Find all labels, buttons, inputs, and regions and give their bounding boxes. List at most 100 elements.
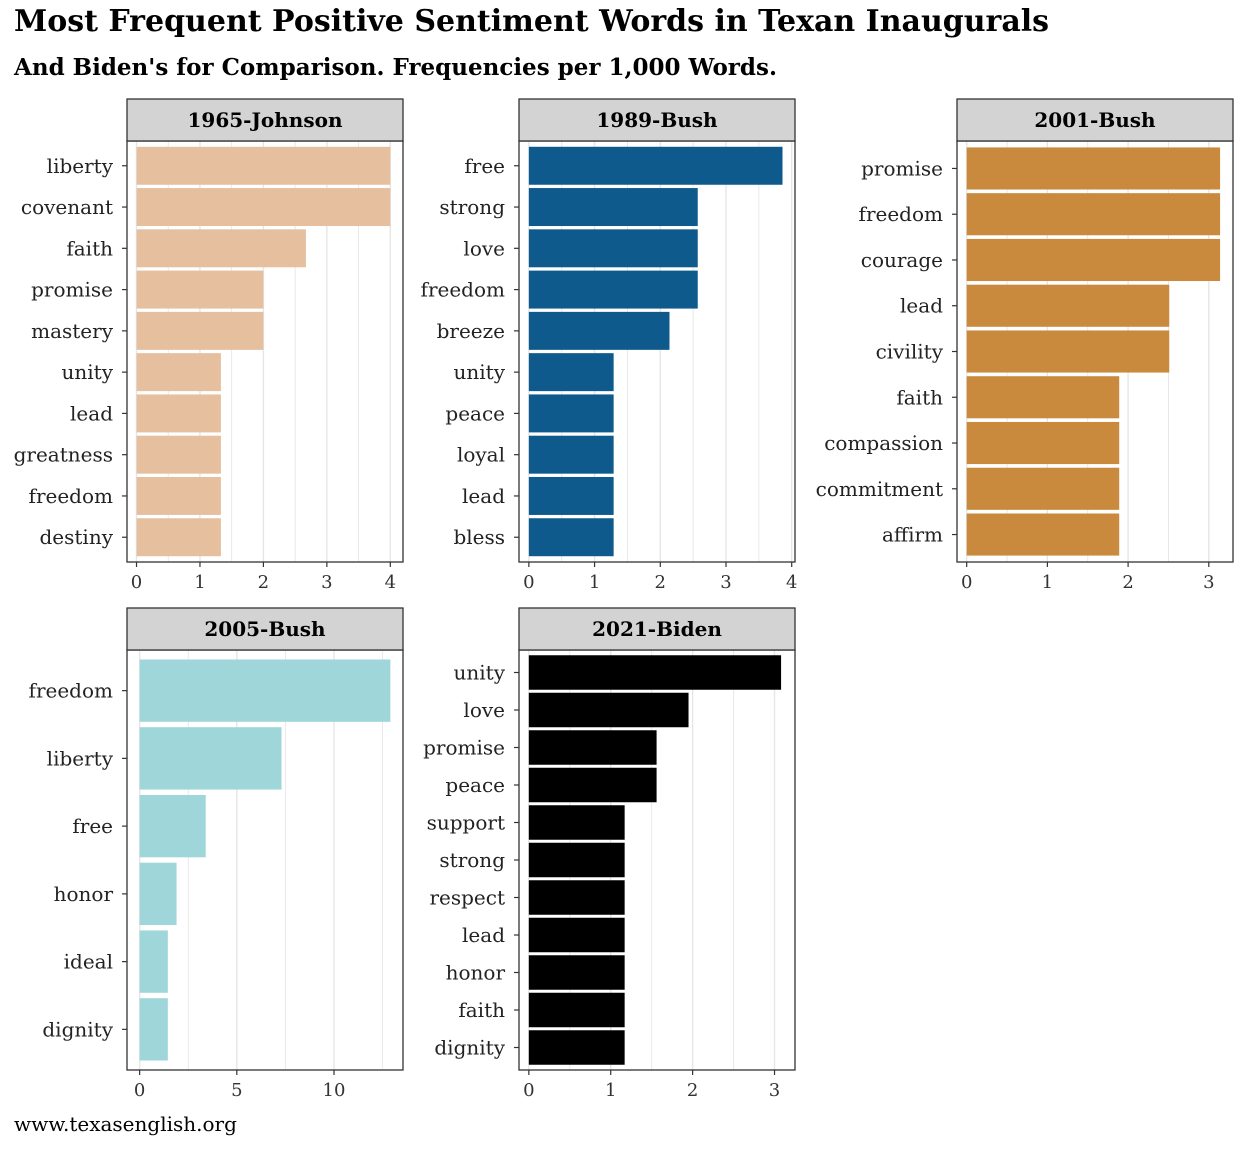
x-tick-label: 0 — [523, 572, 534, 593]
category-label: love — [463, 236, 505, 260]
bar-honor — [528, 955, 625, 990]
bar-ideal — [139, 930, 168, 993]
category-label: promise — [423, 736, 505, 760]
bar-liberty — [139, 727, 282, 790]
bar-freedom — [136, 476, 221, 515]
bar-liberty — [136, 146, 391, 185]
category-label: lead — [462, 484, 505, 508]
bar-promise — [966, 147, 1221, 190]
category-label: destiny — [39, 525, 113, 549]
bar-greatness — [136, 435, 221, 474]
bar-mastery — [136, 311, 264, 350]
bar-free — [528, 146, 783, 185]
x-tick-label: 5 — [231, 1080, 242, 1101]
bar-lead — [528, 917, 625, 953]
bar-promise — [528, 730, 657, 765]
facet-strip-label: 1989-Bush — [596, 108, 718, 132]
x-tick-label: 3 — [1203, 572, 1214, 593]
bar-loyal — [528, 435, 614, 474]
category-label: love — [463, 698, 505, 722]
facet-panel-1989-Bush: free strong love freedom breeze unity peace loy… — [421, 98, 797, 593]
bar-faith — [136, 229, 306, 268]
bar-faith — [966, 376, 1120, 419]
facet-strip-label: 1965-Johnson — [188, 108, 343, 132]
bar-covenant — [136, 188, 391, 227]
category-label: breeze — [437, 319, 505, 343]
facet-strip-label: 2001-Bush — [1034, 108, 1156, 132]
x-tick-label: 3 — [321, 572, 332, 593]
category-label: promise — [861, 156, 943, 180]
facet-panel-2001-Bush: promise freedom courage lead civility faith co… — [816, 98, 1234, 593]
category-label: free — [464, 154, 505, 178]
category-label: honor — [54, 882, 114, 906]
category-label: faith — [66, 236, 113, 260]
bar-free — [139, 794, 206, 858]
bar-promise — [136, 270, 264, 309]
bar-commitment — [966, 467, 1120, 510]
bar-unity — [136, 353, 221, 392]
x-tick-label: 2 — [258, 572, 269, 593]
facet-strip — [518, 98, 796, 142]
bar-compassion — [966, 421, 1120, 465]
bar-lead — [966, 284, 1170, 327]
category-label: civility — [876, 340, 944, 364]
bar-dignity — [528, 1030, 625, 1065]
category-label: faith — [458, 998, 505, 1022]
facet-panel-1965-Johnson: liberty covenant faith promise mastery unity l… — [14, 98, 404, 593]
bar-lead — [528, 476, 614, 515]
bar-unity — [528, 655, 782, 690]
bar-respect — [528, 880, 625, 915]
bar-destiny — [136, 518, 221, 557]
category-label: compassion — [824, 431, 943, 455]
category-label: freedom — [29, 679, 113, 703]
facet-strip-label: 2005-Bush — [204, 617, 326, 641]
category-label: lead — [900, 294, 943, 318]
bar-strong — [528, 188, 698, 227]
category-label: peace — [445, 773, 505, 797]
category-label: liberty — [47, 746, 114, 770]
category-label: promise — [31, 278, 113, 302]
bar-unity — [528, 353, 614, 392]
category-label: covenant — [21, 195, 113, 219]
x-tick-label: 0 — [131, 572, 142, 593]
bar-lead — [136, 394, 221, 433]
category-label: respect — [429, 886, 505, 910]
x-tick-label: 0 — [961, 572, 972, 593]
category-label: lead — [70, 401, 113, 425]
category-label: loyal — [457, 443, 505, 467]
category-label: ideal — [64, 950, 113, 974]
category-label: lead — [462, 923, 505, 947]
category-label: mastery — [31, 319, 114, 343]
x-tick-label: 2 — [687, 1080, 698, 1101]
category-label: support — [427, 811, 505, 835]
bar-love — [528, 692, 689, 728]
bar-honor — [139, 862, 177, 926]
category-label: dignity — [42, 1017, 113, 1041]
bar-breeze — [528, 311, 670, 350]
category-label: peace — [445, 401, 505, 425]
category-label: strong — [439, 848, 505, 872]
bar-bless — [528, 518, 614, 557]
chart-title: Most Frequent Positive Sentiment Words i… — [14, 4, 1050, 39]
category-label: courage — [861, 248, 943, 272]
bar-peace — [528, 767, 657, 803]
bar-faith — [528, 992, 625, 1028]
category-label: free — [72, 814, 113, 838]
bar-freedom — [966, 193, 1221, 236]
x-tick-label: 2 — [655, 572, 666, 593]
bar-dignity — [139, 998, 168, 1061]
category-label: freedom — [29, 484, 113, 508]
category-label: affirm — [882, 523, 943, 547]
bar-freedom — [139, 659, 391, 722]
x-tick-label: 2 — [1122, 572, 1133, 593]
category-label: dignity — [434, 1036, 505, 1060]
x-tick-label: 1 — [589, 572, 600, 593]
x-tick-label: 0 — [134, 1080, 145, 1101]
bar-support — [528, 805, 625, 840]
x-tick-label: 4 — [385, 572, 396, 593]
facet-panel-2021-Biden: unity love promise peace support strong respec… — [423, 607, 796, 1101]
bar-strong — [528, 842, 625, 878]
x-tick-label: 1 — [605, 1080, 616, 1101]
category-label: unity — [62, 360, 114, 384]
